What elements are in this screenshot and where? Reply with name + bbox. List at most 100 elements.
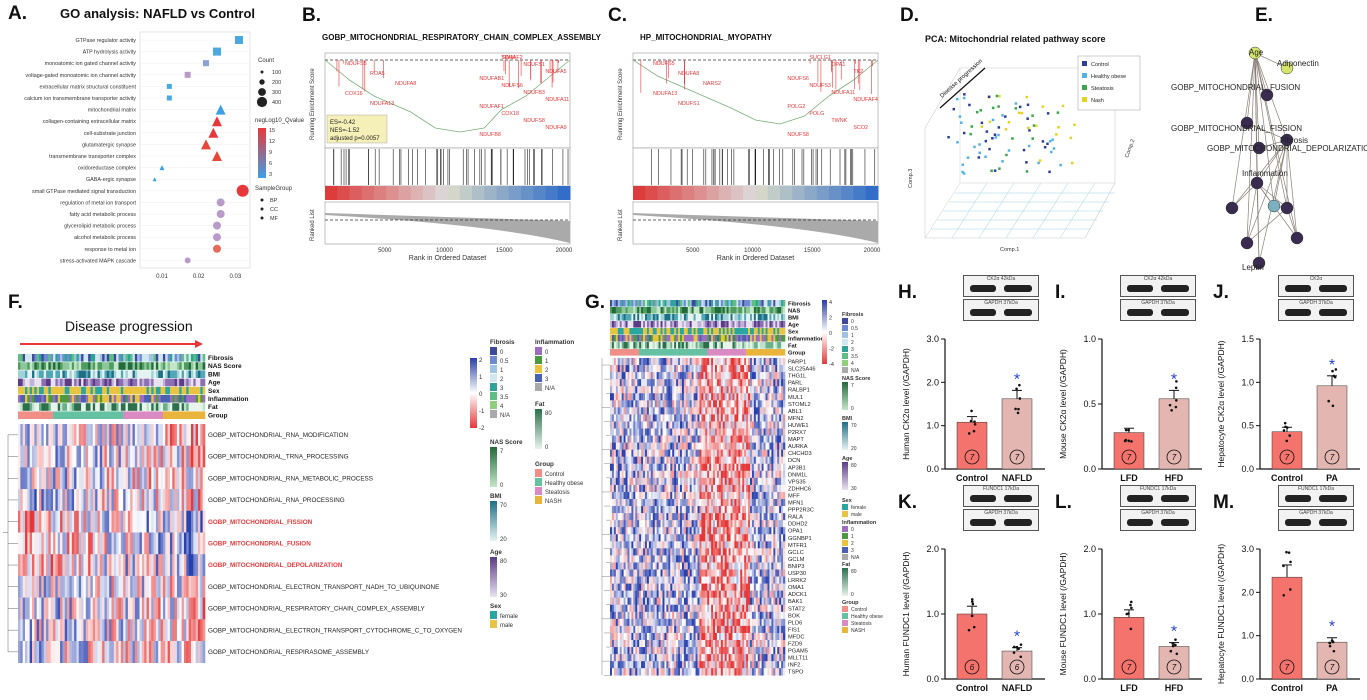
heatmap-cell: [687, 499, 691, 507]
heatmap-cell: [643, 506, 646, 514]
gene-row-label: PARP1: [788, 360, 806, 366]
annotation-cell: [169, 370, 173, 378]
annotation-cell: [22, 362, 26, 370]
annotation-cell: [676, 300, 679, 307]
heatmap-cell: [658, 520, 661, 528]
heatmap-cell: [53, 424, 56, 446]
annotation-cell: [730, 321, 733, 328]
heatmap-cell: [637, 506, 640, 514]
annotation-cell: [748, 349, 751, 356]
heatmap-cell: [699, 428, 702, 436]
heatmap-cell: [660, 456, 663, 465]
heatmap-cell: [658, 491, 661, 500]
heatmap-cell: [666, 414, 669, 422]
annotation-cell: [181, 370, 185, 378]
heatmap-cell: [767, 372, 770, 380]
heatmap-cell: [176, 597, 180, 620]
heatmap-cell: [641, 506, 644, 514]
heatmap-cell: [610, 421, 613, 429]
heatmap-cell: [60, 575, 63, 598]
annotation-cell: [95, 411, 98, 419]
heatmap-cell: [633, 506, 636, 514]
heatmap-cell: [146, 424, 150, 446]
heatmap-cell: [654, 470, 657, 479]
heatmap-cell: [613, 499, 617, 507]
heatmap-cell: [625, 463, 628, 472]
heatmap-cell: [629, 520, 632, 528]
heatmap-cell: [742, 491, 745, 500]
heatmap-cell: [722, 491, 726, 500]
annotation-cell: [155, 378, 159, 387]
heatmap-cell: [648, 491, 652, 500]
annotation-cell: [724, 328, 727, 335]
annotation-cell: [90, 370, 94, 378]
heatmap-cell: [652, 449, 656, 457]
annotation-cell: [637, 321, 640, 328]
heatmap-cell: [46, 489, 49, 512]
heatmap-cell: [69, 467, 73, 490]
heatmap-cell: [680, 499, 683, 507]
pca-point: [1073, 123, 1076, 127]
annotation-cell: [90, 403, 94, 411]
annotation-cell: [57, 403, 61, 411]
heatmap-cell: [730, 491, 733, 500]
heatmap-cell: [120, 445, 124, 468]
heatmap-cell: [773, 477, 776, 486]
annotation-cell: [718, 342, 722, 349]
annotation-cell: [78, 354, 82, 362]
heatmap-cell: [53, 489, 56, 512]
heatmap-cell: [162, 424, 166, 446]
heatmap-cell: [748, 484, 751, 493]
annotation-cell: [120, 354, 124, 362]
heatmap-cell: [753, 463, 757, 472]
heatmap-cell: [32, 554, 35, 577]
annotation-cell: [645, 321, 648, 328]
annotation-cell: [78, 386, 82, 395]
heatmap-cell: [658, 463, 661, 472]
heatmap-cell: [62, 424, 66, 446]
annotation-cell: [633, 342, 636, 349]
heatmap-cell: [738, 449, 741, 457]
pca-point: [966, 156, 970, 159]
heatmap-cell: [680, 456, 683, 465]
heatmap-cell: [771, 506, 774, 514]
pathway-row-label: GOBP_MITOCHONDRIAL_FUSION: [208, 541, 311, 548]
heatmap-cell: [654, 463, 657, 472]
heatmap-cell: [146, 641, 150, 663]
heatmap-cell: [635, 358, 638, 366]
annotation-cell: [613, 300, 617, 307]
heatmap-cell: [57, 575, 61, 598]
pca-point: [975, 110, 979, 114]
heatmap-cell: [775, 372, 778, 380]
heatmap-cell: [654, 449, 657, 457]
track-label: Group: [208, 412, 228, 419]
progression-arrow-head: [195, 340, 203, 348]
annotation-cell: [202, 362, 206, 370]
heatmap-cell: [705, 456, 708, 465]
heatmap-cell: [625, 470, 628, 479]
heatmap-cell: [633, 421, 636, 429]
heatmap-cell: [701, 386, 704, 394]
annotation-cell: [109, 370, 112, 378]
heatmap-cell: [621, 477, 624, 486]
heatmap-cell: [759, 477, 762, 486]
heatmap-cell: [773, 358, 776, 366]
heatmap-cell: [681, 400, 685, 408]
heatmap-cell: [645, 414, 648, 422]
gsea-gene-label: NDUFAF1: [479, 104, 504, 110]
heatmap-cell: [641, 435, 644, 443]
heatmap-cell: [691, 372, 694, 380]
heatmap-cell: [672, 428, 675, 436]
heatmap-cell: [750, 470, 753, 479]
heatmap-cell: [748, 456, 751, 465]
heatmap-cell: [46, 641, 49, 663]
annotation-cell: [172, 395, 175, 403]
heatmap-cell: [751, 393, 755, 401]
annotation-cell: [683, 342, 687, 349]
heatmap-cell: [83, 619, 87, 642]
heatmap-cell: [783, 449, 786, 457]
heatmap-cell: [767, 477, 770, 486]
heatmap-cell: [20, 641, 23, 663]
annotation-cell: [41, 386, 45, 395]
heatmap-cell: [120, 510, 124, 533]
